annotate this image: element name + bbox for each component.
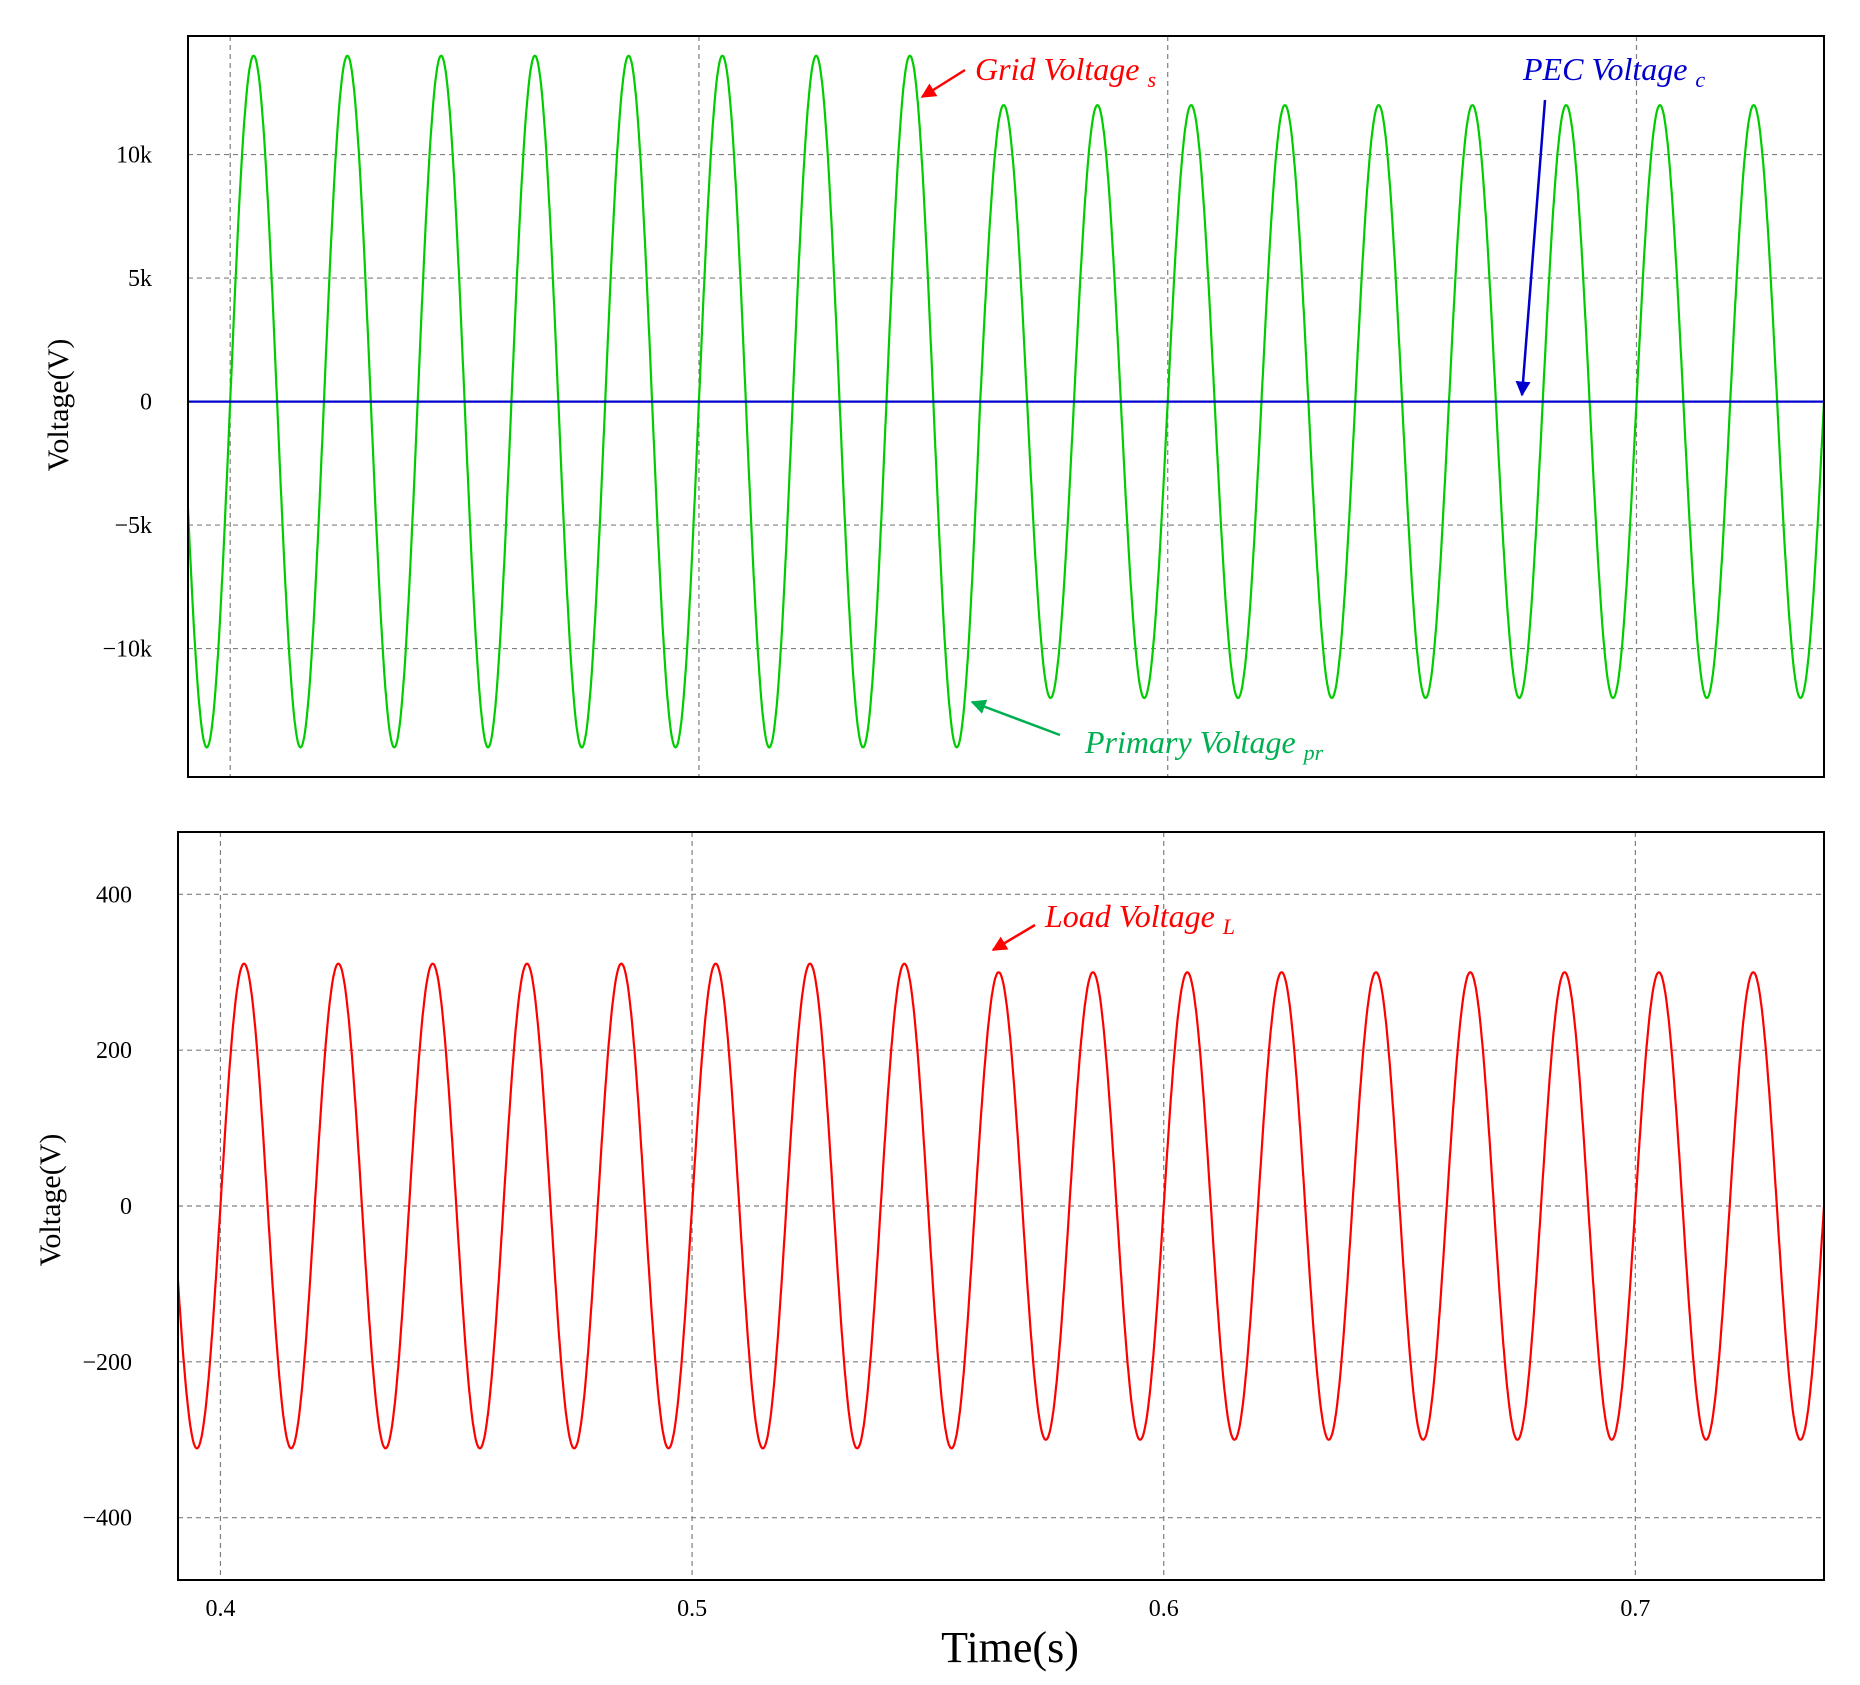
y-tick-label: 0 (120, 1194, 132, 1220)
y-tick-label: 400 (96, 882, 132, 908)
x-tick-label: 0.4 (205, 1596, 235, 1622)
grid-voltage-annotation: Grid Voltage s (975, 51, 1156, 92)
load-voltage-subscript: L (1222, 914, 1235, 939)
y-tick-label: 5k (128, 266, 152, 292)
load-voltage-annotation: Load Voltage L (1044, 898, 1235, 939)
grid-voltage-arrow (920, 68, 966, 99)
bottom-series-layer (178, 962, 1824, 1450)
x-tick-label: 0.5 (677, 1596, 707, 1622)
x-tick-label: 0.6 (1149, 1596, 1179, 1622)
y-tick-label: 200 (96, 1038, 132, 1064)
y-tick-label: −400 (82, 1506, 132, 1532)
x-axis-title: Time(s) (941, 1623, 1079, 1672)
grid-voltage-subscript: s (1147, 67, 1156, 92)
primary-voltage-annotation: Primary Voltage pr (1084, 724, 1324, 765)
series-line-load-voltage-vl (178, 962, 1824, 1450)
y-tick-label: −5k (114, 513, 152, 539)
bottom-plot-frame (177, 831, 1825, 1581)
y-tick-label: −200 (82, 1350, 132, 1376)
pec-voltage-annotation: PEC Voltage c (1522, 51, 1705, 92)
y-tick-label: −10k (102, 637, 152, 663)
pec-voltage-subscript: c (1695, 67, 1705, 92)
top-y-tick-labels: 10k 5k 0 −5k −10k (102, 143, 152, 663)
y-tick-label: 0 (140, 390, 152, 416)
pec-voltage-arrow (1515, 99, 1547, 397)
bottom-y-axis-label: Voltage(V) (34, 1134, 67, 1267)
load-voltage-arrow (991, 923, 1036, 952)
top-plot-frame (187, 35, 1825, 778)
bottom-y-tick-labels: 400 200 0 −200 −400 (82, 882, 132, 1531)
top-series-layer (188, 54, 1824, 749)
series-line-primary-voltage-vpr (188, 54, 1824, 749)
primary-voltage-arrow (970, 699, 1061, 737)
y-tick-label: 10k (116, 143, 152, 169)
primary-voltage-subscript: pr (1302, 740, 1324, 765)
top-y-axis-label: Voltage(V) (42, 339, 75, 472)
top-grid (188, 36, 1824, 777)
x-tick-label: 0.7 (1620, 1596, 1650, 1622)
x-tick-labels: 0.4 0.5 0.6 0.7 (205, 1596, 1650, 1622)
